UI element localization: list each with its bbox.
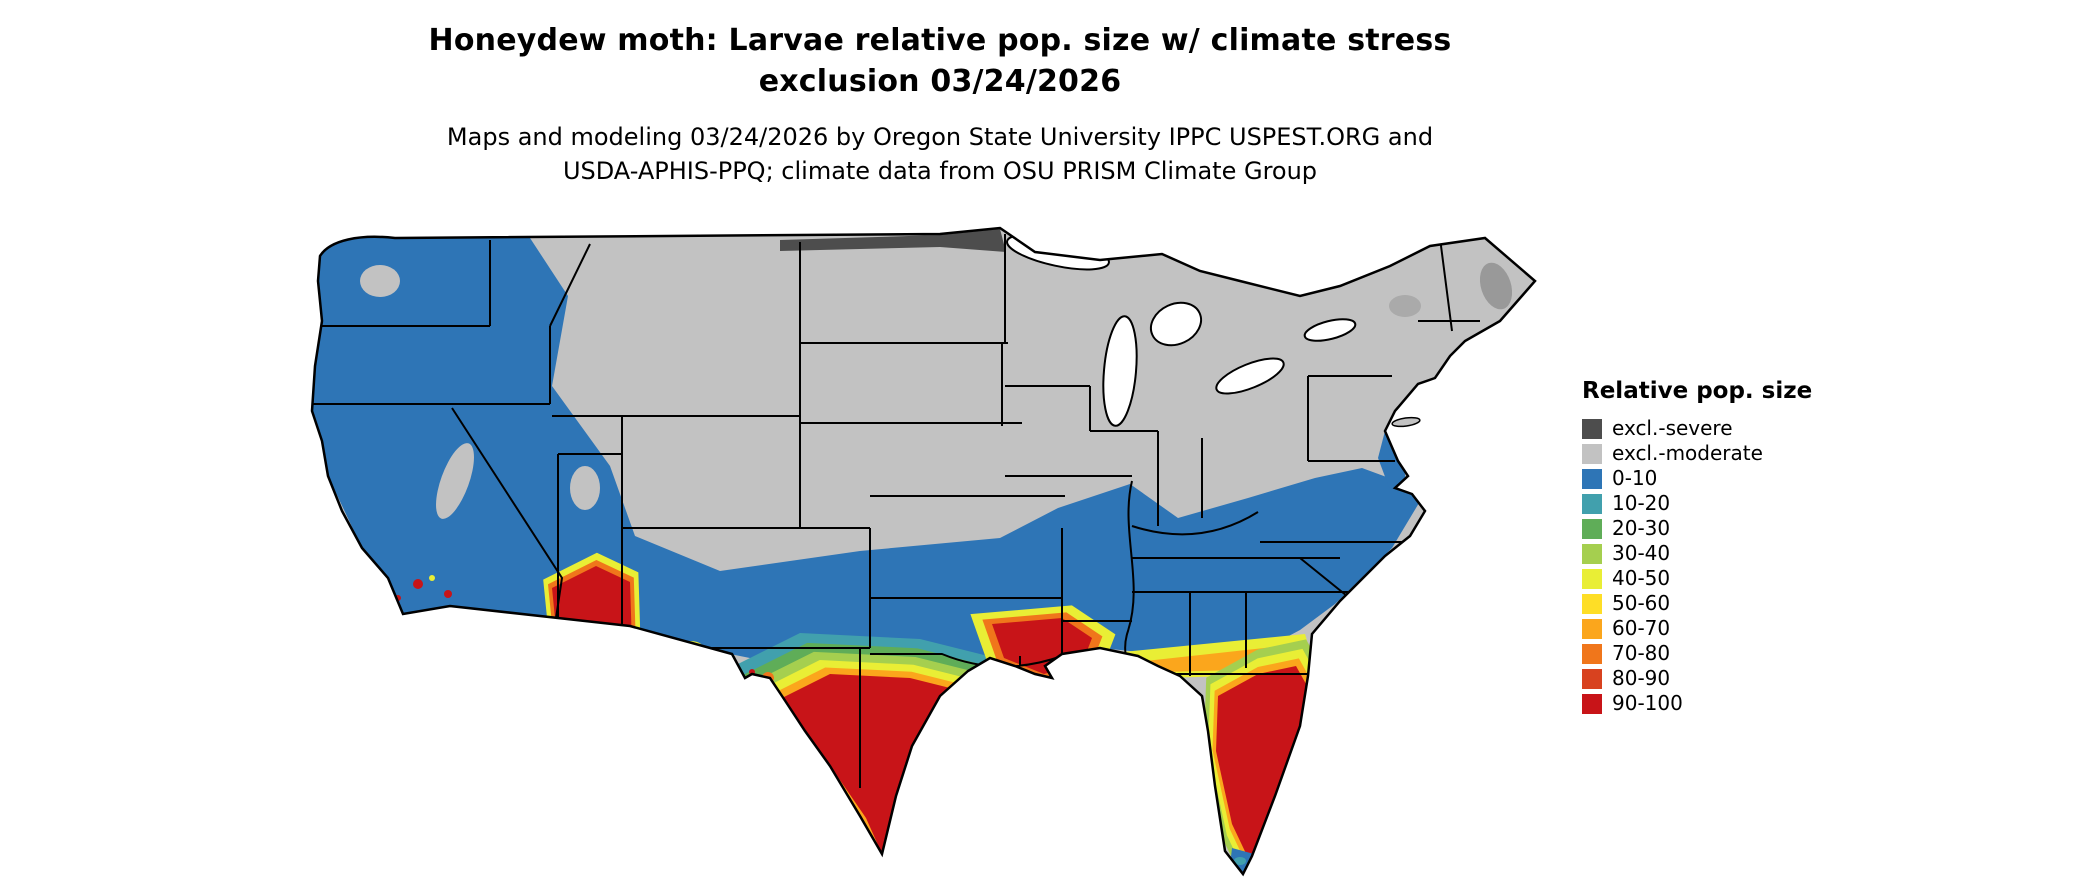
- figure-subtitle-line1: Maps and modeling 03/24/2026 by Oregon S…: [446, 123, 1434, 151]
- legend-item-label: excl.-moderate: [1612, 441, 1763, 465]
- lake-michigan: [1102, 315, 1138, 427]
- figure-title-line2: exclusion 03/24/2026: [758, 64, 1122, 99]
- legend-item-label: 80-90: [1612, 666, 1671, 690]
- legend-swatch: [1582, 418, 1602, 439]
- legend: Relative pop. size excl.-severe excl.-mo…: [1582, 378, 1812, 716]
- legend-swatch: [1582, 443, 1602, 464]
- legend-item: excl.-severe: [1582, 416, 1812, 441]
- legend-item: 20-30: [1582, 516, 1812, 541]
- mottle-adirondacks: [1389, 295, 1421, 317]
- speck-socal-1: [413, 579, 423, 589]
- legend-swatch: [1582, 468, 1602, 489]
- legend-item-label: 30-40: [1612, 541, 1671, 565]
- zone-excl-severe: [780, 229, 1006, 252]
- legend-swatch: [1582, 518, 1602, 539]
- legend-item-label: 20-30: [1612, 516, 1671, 540]
- zone-gulf-red: [1090, 662, 1160, 678]
- zone-florida-tip-teal: [1234, 857, 1246, 865]
- lake-ontario: [1303, 318, 1357, 342]
- legend-swatch: [1582, 668, 1602, 689]
- legend-item: 80-90: [1582, 666, 1812, 691]
- figure-subtitle: Maps and modeling 03/24/2026 by Oregon S…: [0, 120, 1880, 188]
- figure-title: Honeydew moth: Larvae relative pop. size…: [0, 20, 1880, 102]
- legend-swatch: [1582, 543, 1602, 564]
- long-island: [1391, 416, 1421, 428]
- legend-item-label: 10-20: [1612, 491, 1671, 515]
- speck-socal-2: [444, 590, 452, 598]
- mottle-sierra: [436, 443, 474, 519]
- legend-item-label: 70-80: [1612, 641, 1671, 665]
- legend-swatch: [1582, 493, 1602, 514]
- legend-item-label: 40-50: [1612, 566, 1671, 590]
- speck-socal-4: [429, 575, 435, 581]
- legend-item: 60-70: [1582, 616, 1812, 641]
- legend-item-label: 90-100: [1612, 691, 1683, 715]
- mottle-utah: [570, 466, 600, 510]
- legend-item-label: 50-60: [1612, 591, 1671, 615]
- lake-erie: [1215, 357, 1285, 395]
- legend-item: 10-20: [1582, 491, 1812, 516]
- zone-texas-gradient: [710, 633, 1064, 874]
- legend-item-label: 60-70: [1612, 616, 1671, 640]
- figure-title-line1: Honeydew moth: Larvae relative pop. size…: [428, 23, 1452, 58]
- map-fill-layers: [312, 228, 1535, 874]
- figure-subtitle-line2: USDA-APHIS-PPQ; climate data from OSU PR…: [562, 157, 1318, 185]
- legend-item: excl.-moderate: [1582, 441, 1812, 466]
- us-outline: [310, 226, 1537, 877]
- legend-item: 40-50: [1582, 566, 1812, 591]
- legend-item: 90-100: [1582, 691, 1812, 716]
- legend-item: 0-10: [1582, 466, 1812, 491]
- legend-item: 50-60: [1582, 591, 1812, 616]
- mottle-cascades: [360, 265, 400, 297]
- legend-item: 30-40: [1582, 541, 1812, 566]
- legend-item: 70-80: [1582, 641, 1812, 666]
- state-boundaries: [312, 234, 1480, 788]
- us-map: [310, 226, 1537, 877]
- legend-swatch: [1582, 618, 1602, 639]
- lake-huron: [1149, 301, 1203, 347]
- legend-swatch: [1582, 693, 1602, 714]
- legend-item-label: excl.-severe: [1612, 416, 1733, 440]
- legend-title: Relative pop. size: [1582, 378, 1813, 404]
- legend-swatch: [1582, 568, 1602, 589]
- legend-item-label: 0-10: [1612, 466, 1658, 490]
- legend-swatch: [1582, 643, 1602, 664]
- zone-florida-gradient: [1203, 639, 1319, 874]
- mottle-maine: [1479, 262, 1513, 310]
- legend-swatch: [1582, 593, 1602, 614]
- great-lakes: [1006, 233, 1357, 427]
